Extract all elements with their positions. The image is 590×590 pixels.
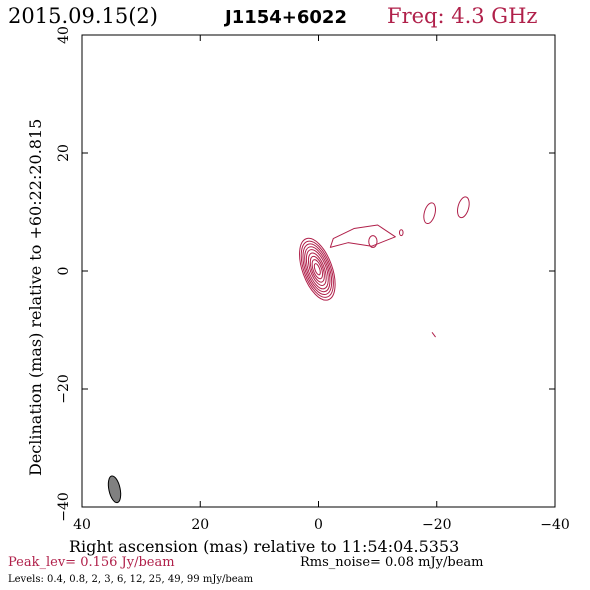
plot-frame xyxy=(81,34,556,508)
x-axis-label: Right ascension (mas) relative to 11:54:… xyxy=(69,537,459,556)
y-tick-labels: 40 20 0 −20 −40 xyxy=(56,26,72,522)
knot-contour xyxy=(423,202,436,225)
artifact-contour xyxy=(431,332,436,338)
knot-contour xyxy=(457,196,470,219)
x-tick-label: −40 xyxy=(540,517,570,533)
axis-ticks xyxy=(81,34,556,508)
core-contour xyxy=(307,252,327,286)
jet-contour xyxy=(329,224,396,248)
contour-levels: Levels: 0.4, 0.8, 2, 3, 6, 12, 25, 49, 9… xyxy=(8,574,254,585)
y-tick-label: −20 xyxy=(56,374,72,404)
x-tick-label: 0 xyxy=(314,517,323,533)
core-contour xyxy=(302,243,333,296)
y-tick-label: 20 xyxy=(56,144,72,162)
core-contour xyxy=(299,237,336,301)
core-contour xyxy=(311,259,324,280)
x-tick-label: 20 xyxy=(191,517,209,533)
peak-level: Peak_lev= 0.156 Jy/beam xyxy=(8,555,175,570)
x-tick-labels: 40 20 0 −20 −40 xyxy=(73,517,570,533)
observation-date: 2015.09.15(2) xyxy=(8,4,158,28)
contour-lines xyxy=(299,196,470,338)
core-contour xyxy=(313,263,321,276)
beam-ellipse xyxy=(107,475,122,504)
y-tick-label: −40 xyxy=(56,492,72,522)
knot-contour xyxy=(368,235,378,248)
x-tick-label: 40 xyxy=(73,517,91,533)
rms-noise: Rms_noise= 0.08 mJy/beam xyxy=(300,555,483,570)
x-tick-label: −20 xyxy=(422,517,452,533)
y-axis-label: Declination (mas) relative to +60:22:20.… xyxy=(26,119,45,476)
core-contour xyxy=(309,255,325,283)
frequency-label: Freq: 4.3 GHz xyxy=(387,4,537,28)
beam-shape xyxy=(107,475,122,504)
source-name: J1154+6022 xyxy=(223,7,347,28)
y-tick-label: 40 xyxy=(56,26,72,44)
core-contour xyxy=(305,249,329,290)
core-contour xyxy=(304,246,331,293)
knot-contour xyxy=(399,229,404,237)
y-tick-label: 0 xyxy=(56,267,72,276)
core-contour xyxy=(300,240,334,298)
